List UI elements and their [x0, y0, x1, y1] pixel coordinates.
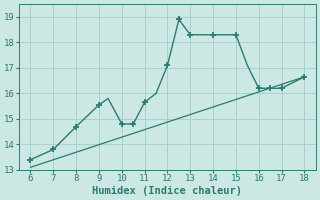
X-axis label: Humidex (Indice chaleur): Humidex (Indice chaleur) — [92, 186, 243, 196]
